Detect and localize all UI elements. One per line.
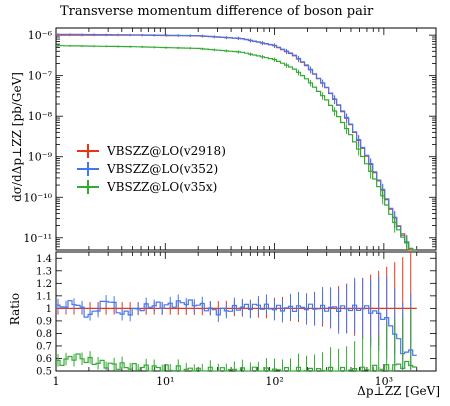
ratio-y-tick-label: 0.6: [36, 354, 52, 365]
x-tick-label: 1: [53, 375, 60, 388]
main-y-axis-label: dσ/dΔp⊥ZZ [pb/GeV]: [10, 72, 24, 202]
x-axis-label: Δp⊥ZZ [GeV]: [357, 384, 440, 398]
ratio-y-tick-label: 1.4: [36, 254, 52, 265]
x-tick-label: 10³: [375, 375, 393, 388]
ratio-y-tick-label: 0.7: [36, 341, 52, 352]
ratio-y-tick-label: 1.3: [36, 266, 52, 277]
ratio-y-tick-label: 1: [46, 304, 52, 315]
legend-entry-v2918: VBSZZ@LO(v2918): [77, 142, 226, 160]
legend: VBSZZ@LO(v2918) VBSZZ@LO(v352) VBSZZ@LO(…: [77, 142, 226, 196]
ratio-y-axis-label: Ratio: [8, 292, 22, 326]
main-plot-frame: [55, 27, 437, 251]
y-tick-label: 10⁻⁹: [28, 151, 53, 164]
chart-title: Transverse momentum difference of boson …: [60, 4, 374, 19]
ratio-y-tick-label: 1.1: [36, 291, 52, 302]
y-tick-label: 10⁻⁶: [28, 29, 53, 42]
ratio-y-tick-label: 0.5: [36, 367, 52, 378]
legend-marker-v352: [77, 162, 99, 176]
y-tick-label: 10⁻¹⁰: [23, 191, 52, 204]
series-line-v35x: [56, 45, 417, 251]
legend-marker-v2918: [77, 144, 99, 158]
ratio-y-tick-label: 1.2: [36, 279, 52, 290]
legend-marker-v35x: [77, 180, 99, 194]
legend-label-v2918: VBSZZ@LO(v2918): [107, 144, 226, 158]
legend-entry-v352: VBSZZ@LO(v352): [77, 160, 226, 178]
legend-label-v35x: VBSZZ@LO(v35x): [107, 180, 218, 194]
y-tick-label: 10⁻¹¹: [23, 232, 52, 245]
legend-label-v352: VBSZZ@LO(v352): [107, 162, 219, 176]
ratio-series-line-v352: [56, 299, 417, 356]
y-tick-label: 10⁻⁸: [28, 110, 53, 123]
y-tick-label: 10⁻⁷: [28, 70, 53, 83]
ratio-series-line-v35x: [56, 353, 417, 372]
legend-entry-v35x: VBSZZ@LO(v35x): [77, 178, 226, 196]
ratio-y-tick-label: 0.9: [36, 316, 52, 327]
x-tick-label: 10¹: [156, 375, 174, 388]
x-tick-label: 10²: [265, 375, 283, 388]
series-line-v352: [56, 33, 417, 251]
ratio-y-tick-label: 0.8: [36, 329, 52, 340]
